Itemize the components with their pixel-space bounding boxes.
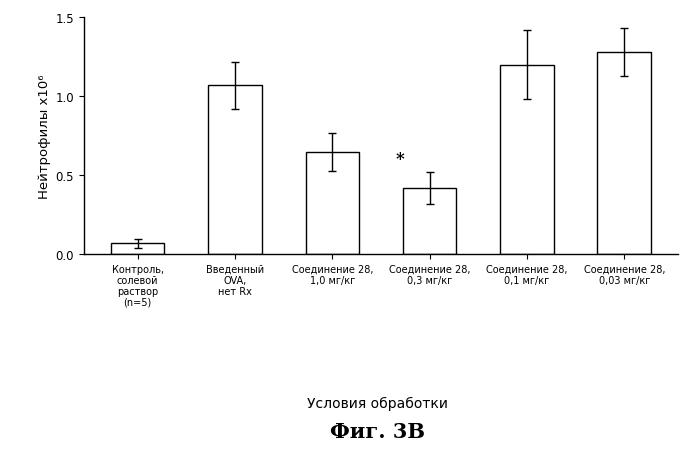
Bar — [305, 152, 359, 255]
Text: Условия обработки: Условия обработки — [307, 396, 448, 410]
Bar — [500, 66, 554, 255]
Text: *: * — [396, 151, 405, 168]
Bar — [208, 86, 261, 255]
Bar — [403, 188, 456, 255]
Bar — [111, 244, 164, 255]
Text: Фиг. 3В: Фиг. 3В — [330, 421, 425, 441]
Y-axis label: Нейтрофилы х10⁶: Нейтрофилы х10⁶ — [38, 74, 51, 199]
Bar — [598, 53, 651, 255]
